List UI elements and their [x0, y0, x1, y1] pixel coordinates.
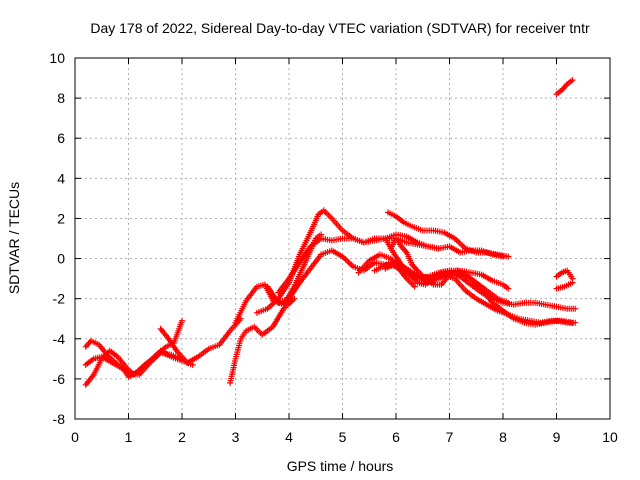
series-s16	[553, 267, 576, 282]
series-s13	[387, 235, 512, 306]
x-tick-label: 2	[178, 429, 186, 445]
y-tick-label: -8	[53, 411, 66, 427]
y-tick-label: 2	[57, 210, 65, 226]
y-tick-label: 6	[57, 130, 65, 146]
series-s3	[82, 347, 196, 380]
series-s15	[385, 209, 512, 260]
series-s4	[157, 315, 244, 366]
series-marks	[387, 235, 512, 306]
series-s18	[553, 77, 576, 98]
y-tick-label: 4	[57, 170, 65, 186]
x-tick-label: 7	[446, 429, 454, 445]
series-s14	[371, 259, 418, 290]
series-s8	[275, 231, 506, 296]
y-tick-label: -4	[53, 331, 66, 347]
x-tick-label: 6	[392, 429, 400, 445]
y-axis-label: SDTVAR / TECUs	[6, 182, 22, 294]
series-marks	[553, 267, 576, 282]
y-tick-label: 10	[49, 50, 65, 66]
series-marks	[227, 295, 298, 386]
y-tick-label: -6	[53, 371, 66, 387]
chart-title: Day 178 of 2022, Sidereal Day-to-day VTE…	[90, 20, 590, 36]
series-marks	[553, 279, 576, 292]
series-s5	[227, 295, 298, 386]
x-tick-label: 5	[339, 429, 347, 445]
series-marks	[157, 315, 244, 366]
x-tick-label: 8	[499, 429, 507, 445]
x-tick-label: 0	[71, 429, 79, 445]
series-s17	[553, 279, 576, 292]
y-tick-label: 8	[57, 90, 65, 106]
x-tick-label: 4	[285, 429, 293, 445]
series-marks	[275, 231, 506, 296]
x-tick-label: 10	[602, 429, 618, 445]
data-marks	[82, 77, 579, 388]
series-marks	[371, 259, 418, 290]
x-tick-label: 1	[125, 429, 133, 445]
y-tick-label: -2	[53, 291, 66, 307]
series-marks	[385, 209, 512, 260]
x-tick-label: 3	[232, 429, 240, 445]
series-marks	[553, 77, 576, 98]
x-tick-label: 9	[553, 429, 561, 445]
y-tick-label: 0	[57, 251, 65, 267]
series-marks	[82, 347, 196, 380]
x-axis-label: GPS time / hours	[287, 458, 394, 474]
axis-ticks: 0 1 2 3 4 5 6 7 8 9 10 -8 -6 -4 -2 0 2 4 6 8 10	[49, 50, 618, 445]
